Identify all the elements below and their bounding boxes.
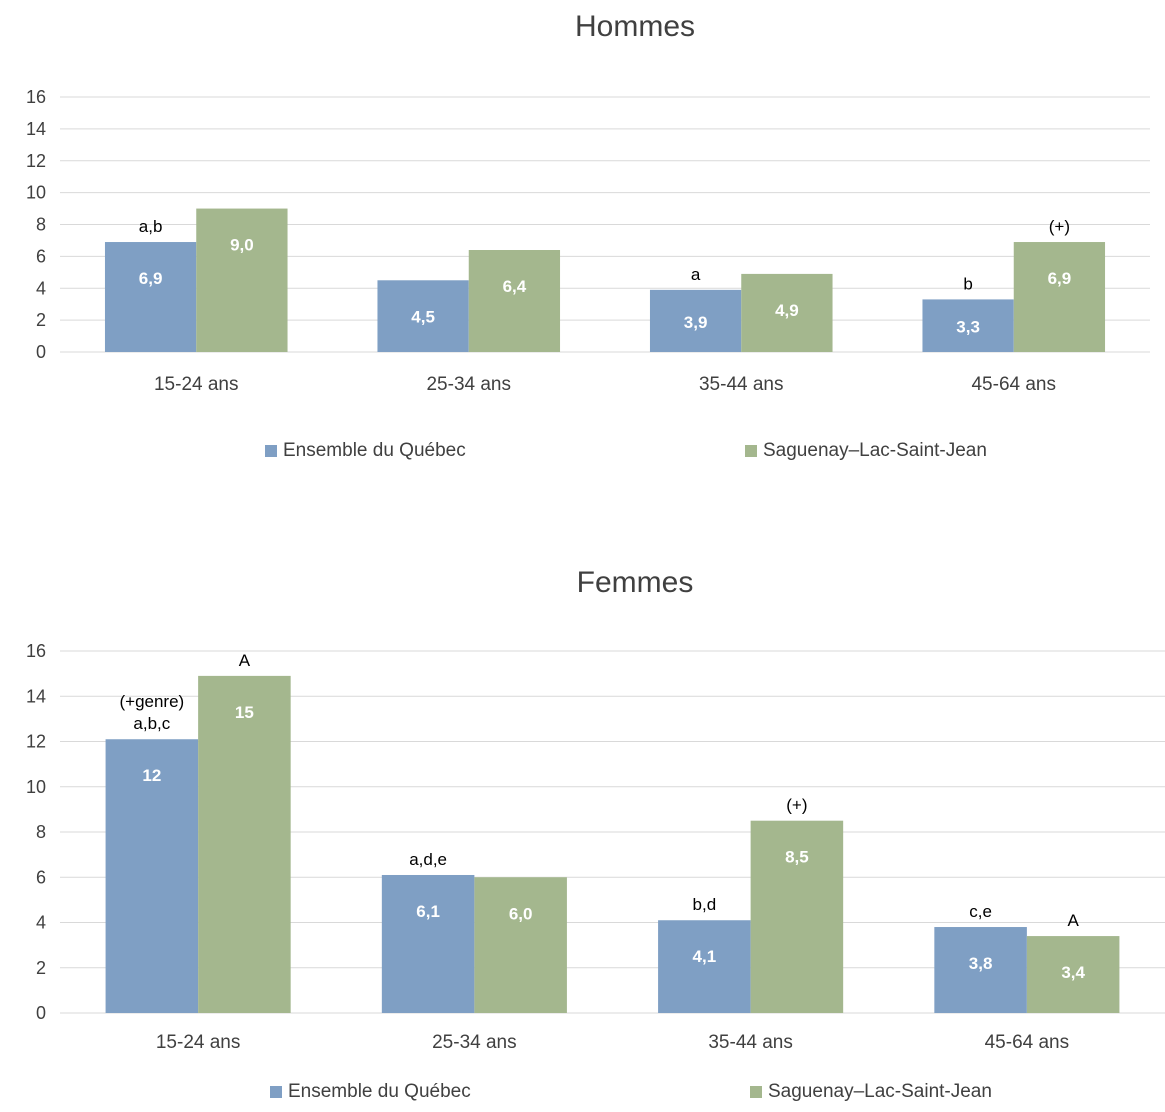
annotation-label: a,b (139, 217, 163, 236)
y-tick-label: 2 (36, 958, 46, 978)
data-label: 3,9 (684, 313, 708, 332)
y-tick-label: 0 (36, 1003, 46, 1023)
data-label: 6,9 (1048, 269, 1072, 288)
y-tick-label: 8 (36, 215, 46, 235)
chart-title: Femmes (576, 566, 694, 599)
data-label: 15 (235, 703, 254, 722)
data-label: 6,1 (416, 902, 440, 921)
annotation-label: (+) (786, 796, 807, 815)
bar (468, 250, 561, 352)
bar (1013, 242, 1106, 352)
annotation-label: b (963, 274, 972, 293)
y-tick-label: 0 (36, 342, 46, 362)
legend-label-slsj: Saguenay–Lac-Saint-Jean (768, 1081, 992, 1102)
y-tick-label: 6 (36, 246, 46, 266)
data-label: 4,5 (411, 307, 435, 326)
bar (105, 739, 199, 1013)
bar (474, 877, 567, 1013)
bar (198, 675, 291, 1013)
legend-label-quebec: Ensemble du Québec (288, 1081, 471, 1102)
legend-swatch-slsj (745, 445, 757, 457)
bar (1026, 936, 1120, 1013)
data-label: 12 (142, 766, 161, 785)
bar (750, 820, 844, 1013)
y-tick-label: 10 (26, 183, 46, 203)
annotation-label: (+genre) (119, 692, 184, 711)
data-label: 3,4 (1061, 963, 1085, 982)
data-label: 3,3 (956, 318, 980, 337)
y-tick-label: 14 (26, 119, 46, 139)
y-tick-label: 8 (36, 822, 46, 842)
bar-chart-femmes: 0 2 4 6 8 10 12 14 16 15-24 ans 12 (+genre) a,b,c 15 A… (26, 641, 1165, 1053)
annotation-label: a (691, 265, 701, 284)
x-tick-label: 35-44 ans (708, 1032, 793, 1053)
legend-swatch-slsj (750, 1086, 762, 1098)
legend-swatch-quebec (270, 1086, 282, 1098)
y-tick-label: 4 (36, 913, 46, 933)
data-label: 6,4 (503, 277, 527, 296)
legend-item-slsj: Saguenay–Lac-Saint-Jean (745, 440, 987, 462)
y-tick-label: 12 (26, 732, 46, 752)
legend-item-quebec: Ensemble du Québec (270, 1081, 471, 1103)
legend-item-quebec: Ensemble du Québec (265, 440, 466, 462)
annotation-label: a,b,c (133, 714, 170, 733)
chart-title: Hommes (574, 10, 695, 43)
data-label: 9,0 (230, 236, 254, 255)
x-tick-label: 45-64 ans (971, 374, 1056, 395)
y-tick-label: 6 (36, 867, 46, 887)
y-tick-label: 16 (26, 87, 46, 107)
data-label: 4,9 (775, 301, 799, 320)
data-label: 3,8 (969, 954, 993, 973)
chart-hommes: Hommes 0 2 4 6 8 10 12 14 16 15-24 ans 6,9 a,b 9,0 25… (0, 0, 1165, 480)
x-tick-label: 15-24 ans (154, 374, 239, 395)
bar (741, 273, 833, 352)
legend-label-quebec: Ensemble du Québec (283, 440, 466, 461)
chart-femmes: Femmes 0 2 4 6 8 10 12 14 16 15-24 ans 12 (+genre) a… (0, 556, 1165, 1112)
x-tick-label: 25-34 ans (426, 374, 511, 395)
x-tick-label: 25-34 ans (432, 1032, 517, 1053)
legend-swatch-quebec (265, 445, 277, 457)
annotation-label: (+) (1049, 217, 1070, 236)
annotation-label: A (239, 651, 251, 670)
bar (922, 299, 1014, 352)
y-tick-label: 2 (36, 310, 46, 330)
data-label: 4,1 (693, 947, 717, 966)
bar (381, 874, 475, 1013)
bar (196, 208, 288, 352)
y-tick-label: 4 (36, 278, 46, 298)
bar (658, 920, 751, 1013)
bar (104, 242, 197, 352)
legend-item-slsj: Saguenay–Lac-Saint-Jean (750, 1081, 992, 1103)
annotation-label: c,e (969, 902, 992, 921)
y-tick-label: 12 (26, 151, 46, 171)
legend-label-slsj: Saguenay–Lac-Saint-Jean (763, 440, 987, 461)
bar (649, 289, 742, 352)
annotation-label: a,d,e (409, 850, 447, 869)
annotation-label: A (1067, 911, 1079, 930)
y-tick-label: 10 (26, 777, 46, 797)
bar-chart-hommes: 0 2 4 6 8 10 12 14 16 15-24 ans 6,9 a,b 9,0 25-34 ans… (26, 87, 1150, 395)
annotation-label: b,d (693, 895, 717, 914)
bar (934, 927, 1027, 1013)
data-label: 6,0 (509, 904, 533, 923)
data-label: 6,9 (139, 269, 163, 288)
y-tick-label: 16 (26, 641, 46, 661)
x-tick-label: 45-64 ans (985, 1032, 1070, 1053)
x-tick-label: 15-24 ans (156, 1032, 241, 1053)
y-tick-label: 14 (26, 686, 46, 706)
bar (377, 280, 469, 352)
x-tick-label: 35-44 ans (699, 374, 784, 395)
data-label: 8,5 (785, 848, 809, 867)
